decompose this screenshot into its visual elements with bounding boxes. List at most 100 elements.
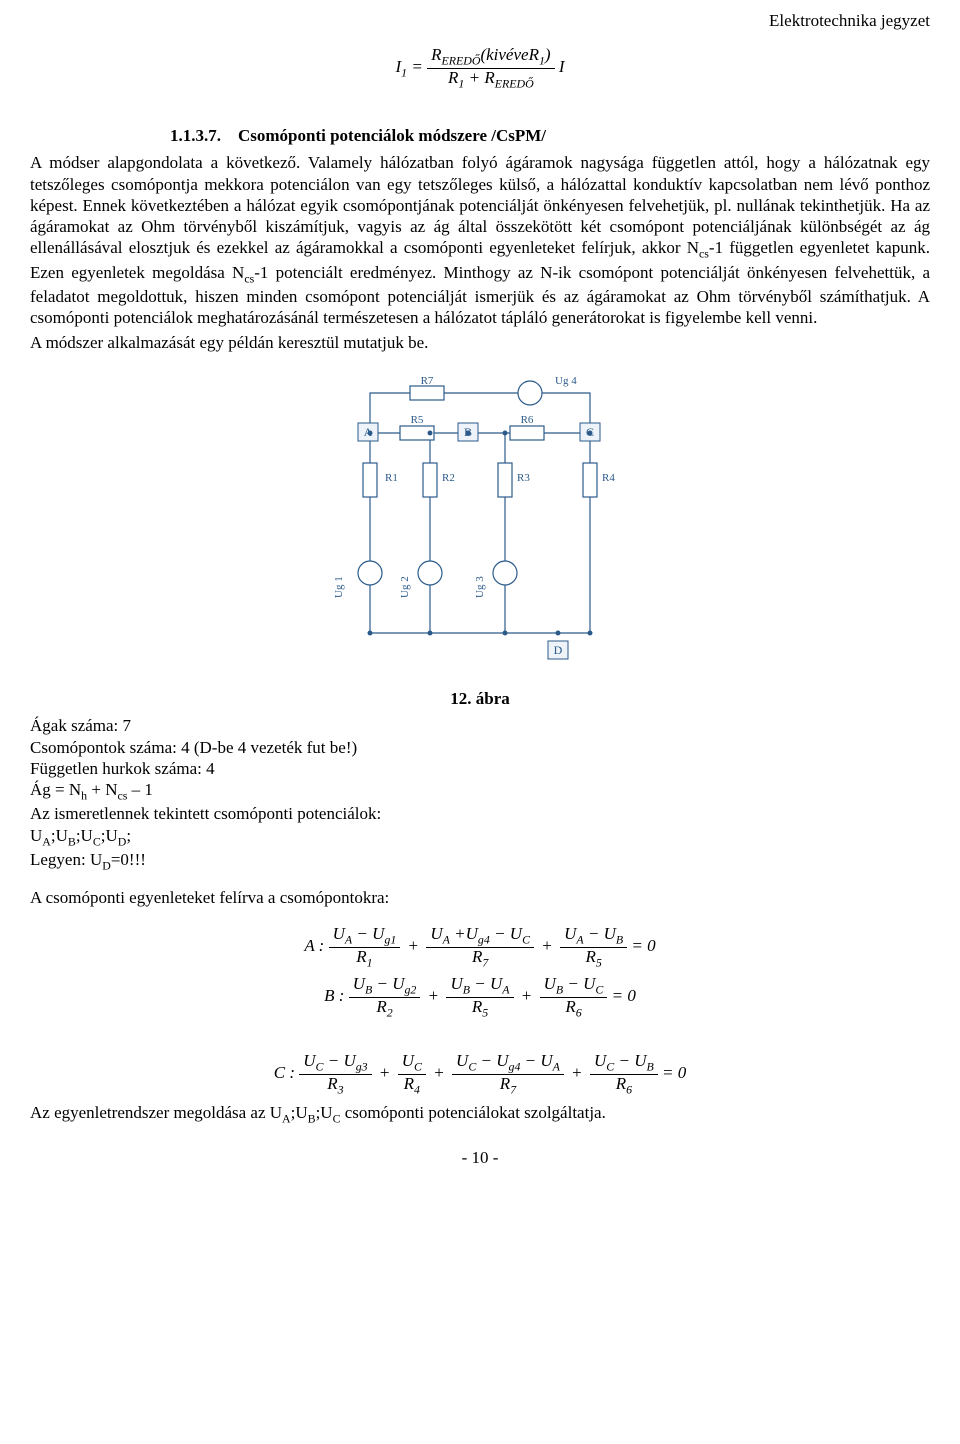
spec-l7a-s: D (102, 858, 111, 872)
eqA-t3d-s: 5 (596, 955, 602, 969)
eqC-t1d-s: 3 (338, 1082, 344, 1096)
label-R2: R2 (442, 472, 455, 484)
eqC-t3d-s: 7 (510, 1082, 516, 1096)
label-R1: R1 (385, 472, 398, 484)
eqA-t1d: R (356, 947, 366, 966)
spec-l6c: ;U (76, 826, 93, 845)
eqB-t2d: R (472, 997, 482, 1016)
eqC-t4n: U (594, 1051, 606, 1070)
eqC-t2n: U (402, 1051, 414, 1070)
eqA-t2d-s: 7 (482, 955, 488, 969)
f-num-mid: (kivéveR (480, 45, 539, 64)
page-header: Elektrotechnika jegyzet (30, 10, 930, 31)
eqB-t1n: U (353, 974, 365, 993)
spec-l6a: U (30, 826, 42, 845)
eqA-t1d-s: 1 (367, 955, 373, 969)
closing-a: Az egyenletrendszer megoldása az U (30, 1103, 282, 1122)
eqB-t3d: R (565, 997, 575, 1016)
top-frac: REREDŐ(kivéveR1) R1 + REREDŐ (427, 46, 554, 90)
eqC-t2d-s: 4 (414, 1082, 420, 1096)
eqB-t2n: U (450, 974, 462, 993)
closing-cs: C (333, 1112, 341, 1126)
eqA-t2n-s: A (443, 933, 450, 947)
eqC-t4m: − U (614, 1051, 646, 1070)
section-heading: 1.1.3.7. Csomóponti potenciálok módszere… (170, 125, 930, 146)
spec-l7b: =0!!! (111, 850, 146, 869)
eqB-tail: = 0 (612, 986, 636, 1005)
eqB-t2n-s: B (463, 983, 470, 997)
eqC-t3m2: − U (520, 1051, 552, 1070)
f-num-l: R (431, 45, 441, 64)
spec-l2: Csomópontok száma: 4 (D-be 4 vezeték fut… (30, 737, 930, 758)
node-D: D (554, 643, 563, 657)
eqC-t1m: − U (323, 1051, 355, 1070)
circuit-diagram: A B C D (30, 373, 930, 678)
eqC-t1m-s: g3 (356, 1060, 368, 1074)
spec-l4b: + N (87, 780, 117, 799)
eqA-tail: = 0 (631, 936, 655, 955)
eqA-t2m: +U (450, 924, 478, 943)
eqB-t2d-s: 5 (482, 1005, 488, 1019)
f-den-r: R (484, 68, 494, 87)
f-trail: I (559, 57, 565, 76)
spec-l4b-sub: cs (117, 788, 127, 802)
section-number: 1.1.3.7. (170, 126, 221, 145)
label-Ug4: Ug 4 (555, 375, 577, 387)
eqB-label: B : (324, 986, 349, 1005)
closing-b: ;U (291, 1103, 308, 1122)
eqA-t3m-s: B (616, 933, 623, 947)
eqB-t2m: − U (470, 974, 502, 993)
eqA-t2n: U (430, 924, 442, 943)
spec-l4: Ág = Nh + Ncs – 1 (30, 779, 930, 803)
eqB-t3n: U (544, 974, 556, 993)
eqA-t1m-s: g1 (384, 933, 396, 947)
f-num-end: ) (545, 45, 551, 64)
eqC-t4d-s: 6 (626, 1082, 632, 1096)
spec-l7: Legyen: UD=0!!! (30, 849, 930, 873)
f-den-l: R (448, 68, 458, 87)
paragraph-1: A módser alapgondolata a következő. Vala… (30, 152, 930, 328)
spec-l5: Az ismeretlennek tekintett csomóponti po… (30, 803, 930, 824)
figure-caption: 12. ábra (30, 688, 930, 709)
label-R5: R5 (411, 414, 424, 426)
eqA-label: A : (304, 936, 328, 955)
spec-l4a: Ág = N (30, 780, 81, 799)
eqA-t1n: U (333, 924, 345, 943)
eqA-t1m: − U (352, 924, 384, 943)
spec-l6d: ;U (101, 826, 118, 845)
spec-l6b-s: B (68, 834, 76, 848)
spec-l4c: – 1 (127, 780, 153, 799)
specs-block: Ágak száma: 7 Csomópontok száma: 4 (D-be… (30, 715, 930, 873)
f-left-sub: 1 (401, 66, 407, 80)
eqA-t3n: U (564, 924, 576, 943)
equation-C: C : UC − Ug3R3 + UCR4 + UC − Ug4 − UAR7 … (30, 1052, 930, 1096)
eqA-t2m2: − U (490, 924, 522, 943)
eqB-t1d: R (376, 997, 386, 1016)
closing-d: csomóponti potenciálokat szolgáltatja. (341, 1103, 606, 1122)
eqC-t4m-s: B (646, 1060, 653, 1074)
section-title: Csomóponti potenciálok módszere /CsPM/ (238, 126, 546, 145)
closing-line: Az egyenletrendszer megoldása az UA;UB;U… (30, 1102, 930, 1126)
eqC-t3n: U (456, 1051, 468, 1070)
spec-l6c-s: C (93, 834, 101, 848)
eqC-t3m2-s: A (553, 1060, 560, 1074)
eqB-t1m: − U (372, 974, 404, 993)
eqB-t3m-s: C (595, 983, 603, 997)
f-den-r-sub: EREDŐ (495, 76, 534, 90)
eqA-t3n-s: A (576, 933, 583, 947)
eqB-t1m-s: g2 (404, 983, 416, 997)
f-eq: = (411, 57, 427, 76)
spec-l6b: ;U (51, 826, 68, 845)
eqC-t3m-s: g4 (509, 1060, 521, 1074)
circuit-svg: A B C D (330, 373, 630, 673)
eqC-label: C : (274, 1063, 300, 1082)
p1c-sub: cs (244, 271, 254, 285)
eqA-t2m-s: g4 (478, 933, 490, 947)
equation-A: A : UA − Ug1R1 + UA +Ug4 − UCR7 + UA − U… (30, 925, 930, 969)
eqA-t2d: R (472, 947, 482, 966)
f-num-l-sub: EREDŐ (441, 54, 480, 68)
spec-l3: Független hurkok száma: 4 (30, 758, 930, 779)
eqC-t3m: − U (476, 1051, 508, 1070)
eqA-t3m: − U (584, 924, 616, 943)
eqC-t4d: R (616, 1074, 626, 1093)
